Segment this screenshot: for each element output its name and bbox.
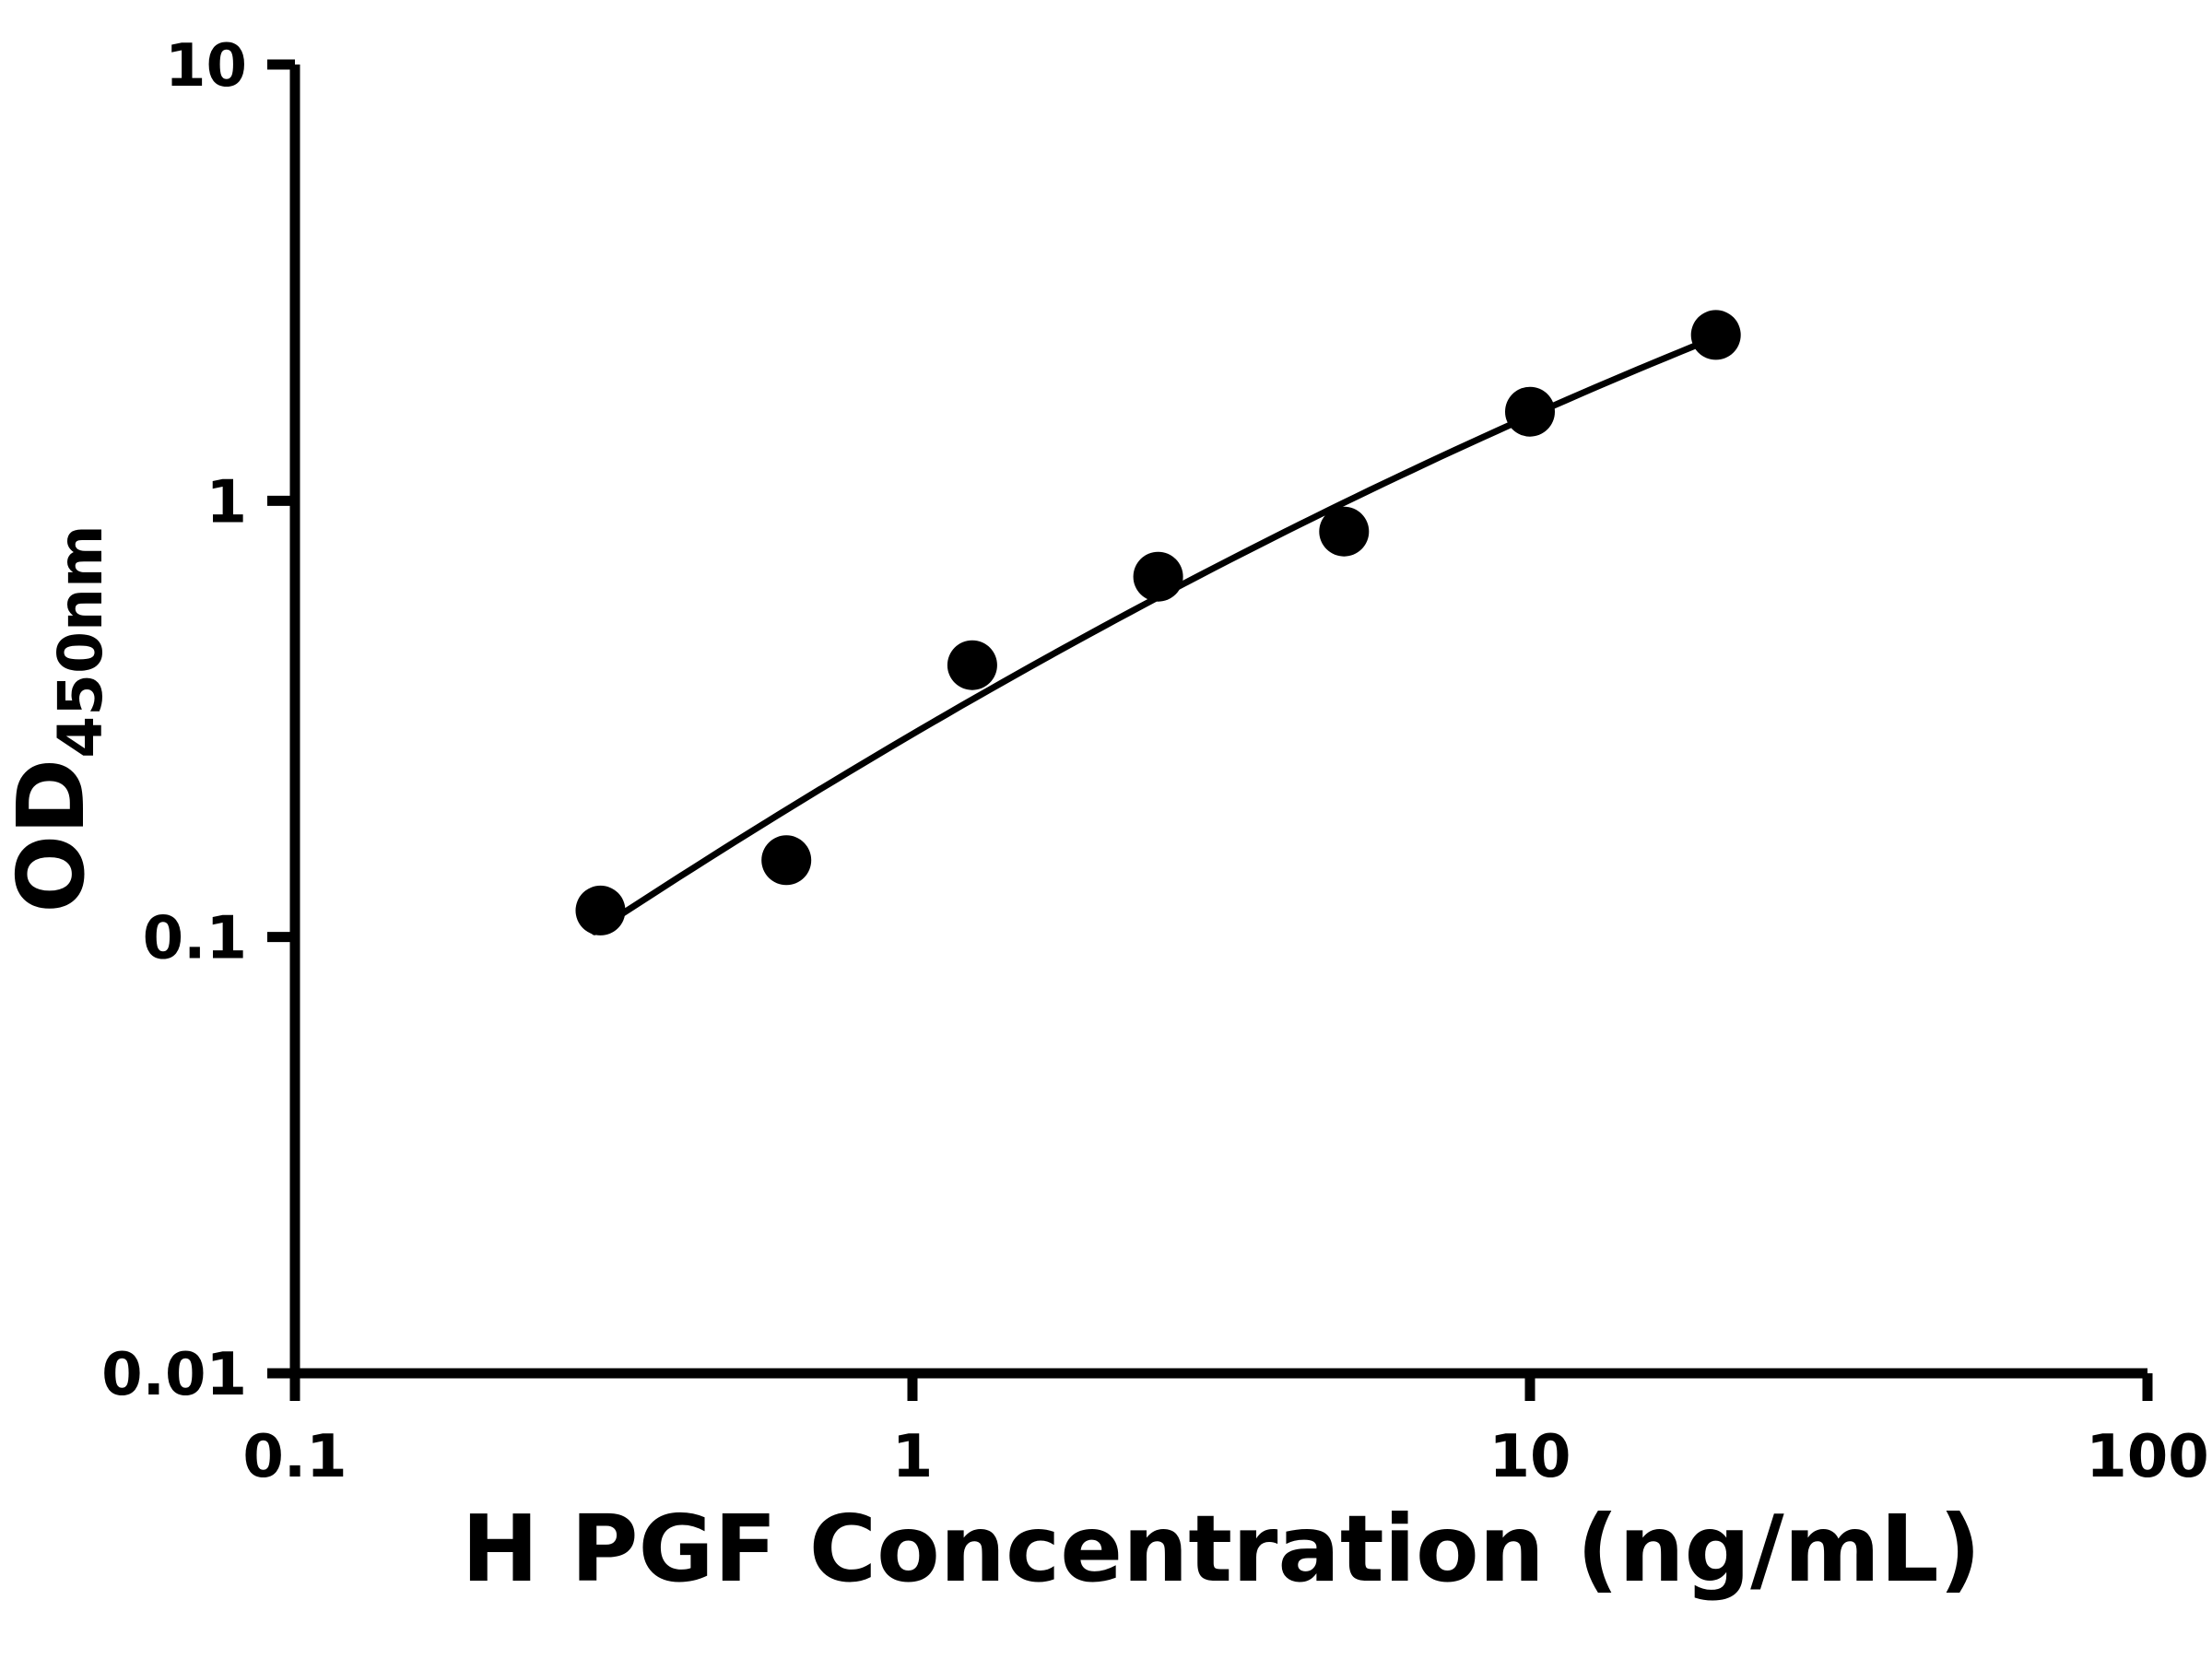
axes-spines — [289, 65, 2147, 1379]
data-point — [1505, 386, 1555, 437]
x-tick-label: 10 — [1488, 1423, 1571, 1491]
y-tick-label: 1 — [206, 468, 247, 536]
x-tick-label: 0.1 — [242, 1423, 347, 1491]
y-tick-label: 0.1 — [143, 905, 247, 973]
y-axis-title-main: OD — [0, 759, 105, 913]
data-point — [1319, 506, 1370, 557]
data-point — [1133, 551, 1183, 602]
data-point — [947, 640, 997, 690]
x-tick-label: 100 — [2086, 1423, 2209, 1491]
y-tick-label: 0.01 — [101, 1341, 247, 1409]
x-axis-title: H PGF Concentration (ng/mL) — [462, 1495, 1982, 1603]
y-axis-title: OD450nm — [0, 524, 116, 913]
plot-area: 0.1 1 10 100 0.01 0.1 1 10 — [101, 32, 2209, 1491]
y-tick-label: 10 — [165, 32, 247, 100]
data-point — [761, 835, 812, 886]
data-point — [575, 885, 626, 935]
x-tick-label: 1 — [892, 1423, 934, 1491]
y-axis-title-sub: 450nm — [45, 524, 116, 759]
fit-curve — [591, 331, 1726, 935]
data-point — [1690, 310, 1741, 360]
